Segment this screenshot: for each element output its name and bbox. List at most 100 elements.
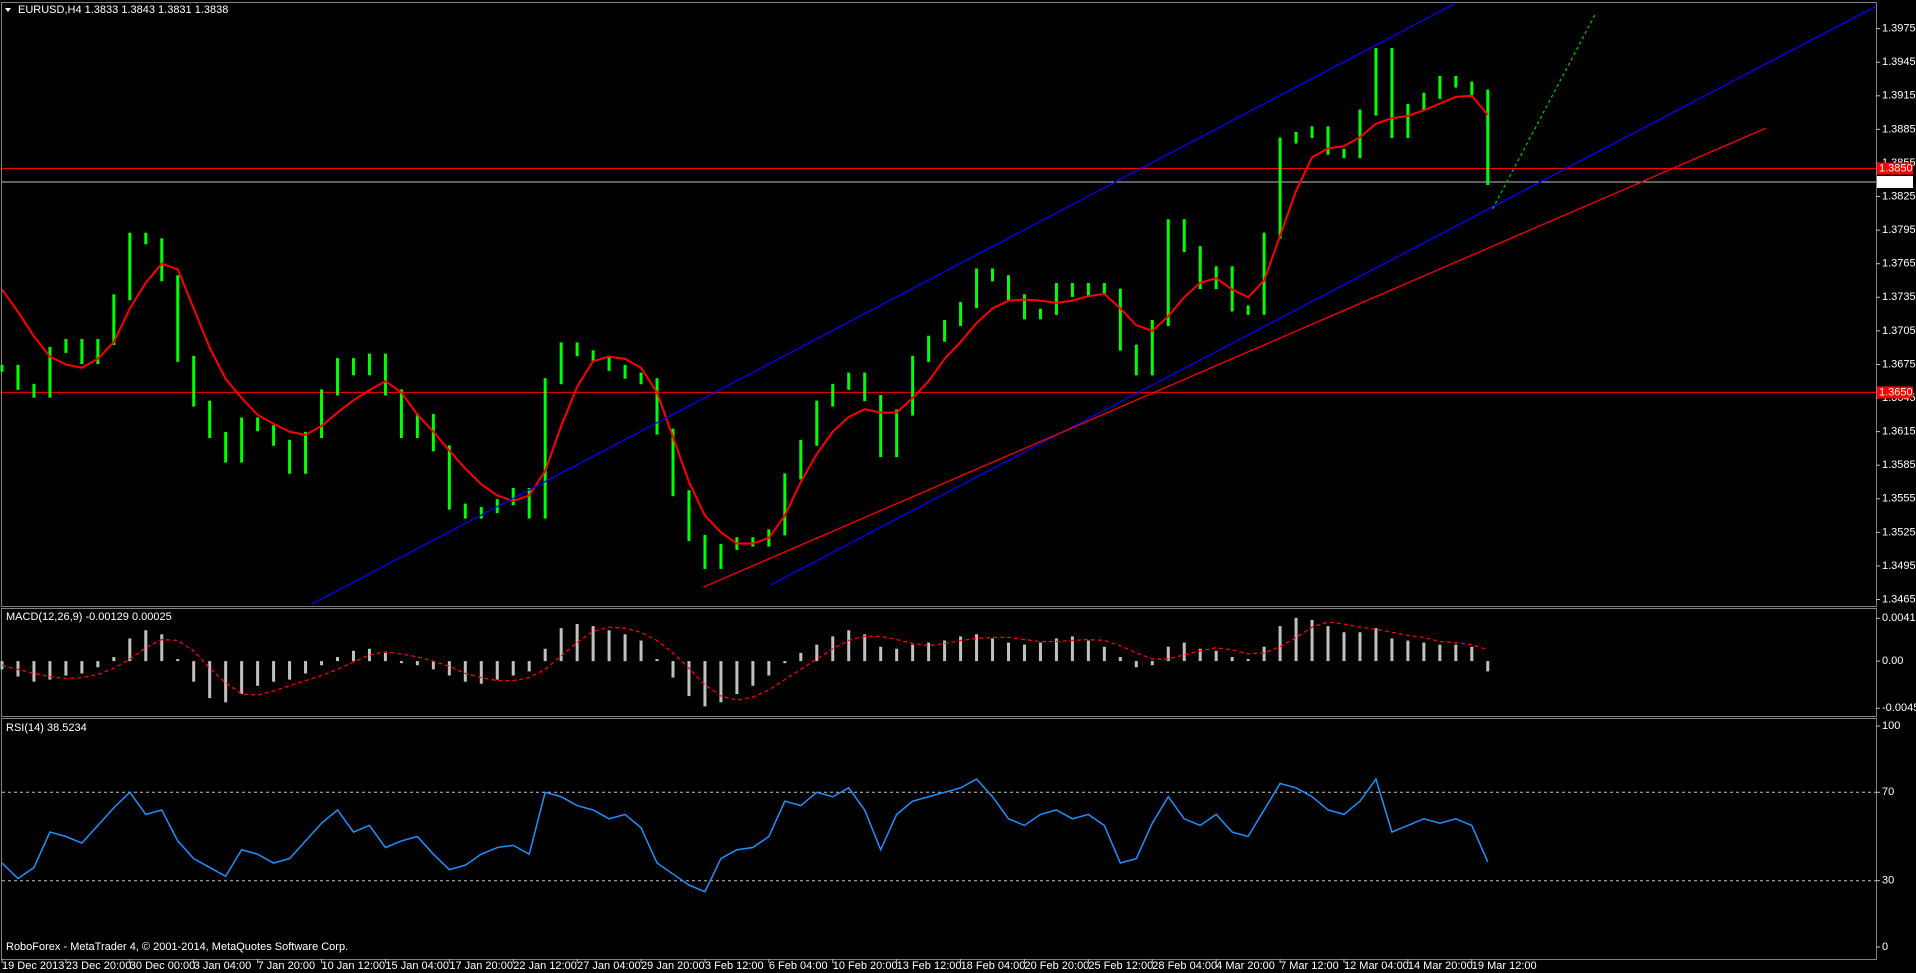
macd-bar	[64, 661, 68, 676]
price-bar	[1246, 305, 1250, 315]
price-bar	[927, 335, 931, 362]
x-tick-label: 15 Jan 04:00	[385, 960, 449, 972]
macd-bar	[735, 661, 739, 695]
macd-bar	[799, 652, 803, 662]
macd-bar	[160, 634, 164, 662]
price-bar	[1390, 48, 1394, 138]
x-tick-label: 17 Jan 20:00	[449, 960, 513, 972]
x-tick-label: 6 Feb 04:00	[769, 960, 828, 972]
price-title: EURUSD,H4 1.3833 1.3843 1.3831 1.3838	[18, 4, 228, 16]
macd-bar	[975, 634, 979, 662]
price-bar	[351, 358, 355, 376]
macd-bar	[128, 638, 132, 662]
macd-bar	[304, 661, 308, 674]
y-tick-label: 1.3705	[1882, 325, 1916, 337]
macd-bar	[703, 661, 707, 707]
macd-bar	[1118, 656, 1122, 662]
macd-bar	[1230, 656, 1234, 662]
macd-bar	[1374, 628, 1378, 662]
x-tick-label: 7 Mar 12:00	[1280, 960, 1339, 972]
macd-bar	[112, 656, 116, 662]
x-tick-label: 3 Feb 12:00	[705, 960, 764, 972]
y-tick-label: 1.3675	[1882, 358, 1916, 370]
y-tick-label: 0.00	[1882, 655, 1903, 667]
macd-bar	[655, 659, 659, 662]
macd-bar	[1390, 638, 1394, 662]
price-bar	[671, 428, 675, 497]
macd-bar	[1102, 646, 1106, 662]
price-bar	[1422, 92, 1426, 110]
menu-arrow[interactable]	[5, 8, 11, 12]
macd-bar	[623, 634, 627, 662]
macd-bar	[351, 650, 355, 662]
macd-bar	[783, 661, 787, 664]
macd-bar	[399, 661, 403, 664]
macd-bar	[1038, 642, 1042, 662]
trend-line	[703, 127, 1767, 588]
trend-line	[770, 5, 1877, 586]
macd-bar	[1310, 619, 1314, 662]
macd-bar	[48, 661, 52, 680]
macd-bar	[1006, 642, 1010, 662]
price-bar	[16, 364, 20, 390]
y-tick-label: 1.3615	[1882, 426, 1916, 438]
macd-bar	[1326, 626, 1330, 662]
macd-bar	[1150, 661, 1154, 666]
macd-bar	[1278, 626, 1282, 662]
macd-bar	[383, 652, 387, 662]
price-bar	[335, 358, 339, 396]
price-bar	[863, 372, 867, 402]
macd-bar	[767, 661, 771, 676]
y-tick-label: 0.00416	[1882, 612, 1916, 624]
rsi-title: RSI(14) 38.5234	[6, 722, 87, 734]
x-tick-label: 19 Dec 2013	[2, 960, 64, 972]
price-bar	[160, 238, 164, 282]
price-bar	[1038, 308, 1042, 320]
y-tick-label: 70	[1882, 786, 1894, 798]
price-bar	[1182, 219, 1186, 253]
x-tick-label: 29 Jan 20:00	[641, 960, 705, 972]
x-tick-label: 13 Feb 12:00	[897, 960, 962, 972]
price-bar	[895, 409, 899, 457]
price-bar	[959, 302, 963, 327]
x-tick-label: 10 Feb 20:00	[833, 960, 898, 972]
price-bar	[751, 537, 755, 547]
x-tick-label: 4 Mar 20:00	[1216, 960, 1275, 972]
macd-bar	[991, 638, 995, 662]
macd-bar	[927, 642, 931, 662]
price-bar	[320, 389, 324, 438]
price-bar	[1470, 81, 1474, 96]
x-tick-label: 28 Feb 04:00	[1152, 960, 1217, 972]
price-bar	[639, 372, 643, 385]
macd-bar	[863, 634, 867, 662]
macd-bar	[208, 661, 212, 699]
x-tick-label: 3 Jan 04:00	[194, 960, 252, 972]
price-bar	[176, 275, 180, 362]
price-bar	[943, 320, 947, 342]
macd-bar	[176, 659, 180, 662]
macd-bar	[32, 661, 36, 682]
trend-line	[1491, 14, 1596, 210]
y-tick-label: 1.3525	[1882, 526, 1916, 538]
macd-bar	[815, 644, 819, 662]
macd-bar	[591, 626, 595, 662]
price-tag-label: 1.3838	[1879, 176, 1913, 188]
price-bar	[0, 364, 4, 372]
macd-bar	[256, 661, 260, 686]
price-bar	[399, 389, 403, 438]
macd-bar	[943, 640, 947, 662]
macd-bar	[335, 656, 339, 662]
x-tick-label: 14 Mar 20:00	[1408, 960, 1473, 972]
price-bar	[1070, 283, 1074, 297]
price-bar	[815, 400, 819, 446]
macd-bar	[272, 661, 276, 682]
macd-bar	[671, 661, 675, 678]
price-bar	[975, 268, 979, 309]
macd-bar	[1358, 632, 1362, 662]
macd-bar	[1134, 661, 1138, 668]
macd-bar	[1182, 642, 1186, 662]
macd-bar	[1422, 642, 1426, 662]
price-bar	[1278, 137, 1282, 239]
